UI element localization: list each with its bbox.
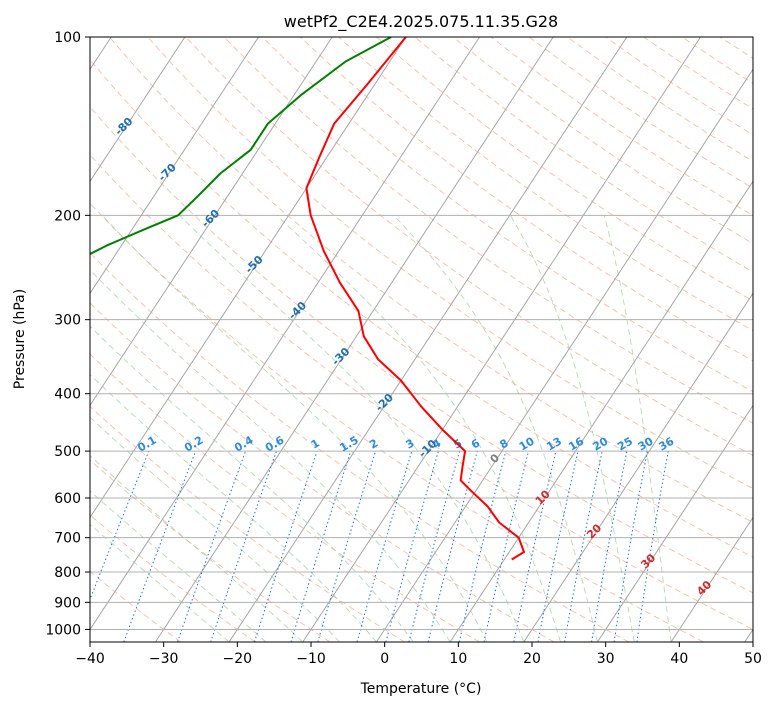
x-tick-label: 10: [449, 651, 467, 667]
dry-adiabat: [376, 37, 753, 302]
x-tick-label: 50: [744, 651, 762, 667]
y-tick-label: 200: [54, 208, 81, 224]
y-tick-label: 1000: [45, 622, 81, 638]
y-axis-title: Pressure (hPa): [12, 289, 28, 389]
isotherm-line: [449, 180, 753, 642]
dewpoint-profile-line: [90, 37, 392, 256]
moist-adiabat: [101, 214, 488, 642]
isotherm-line: [302, 37, 701, 642]
y-tick-label: 400: [54, 387, 81, 403]
y-tick-label: 100: [54, 30, 81, 46]
moist-adiabat: [90, 490, 267, 642]
moist-adiabat: [90, 455, 304, 642]
isotherm-line: [228, 37, 628, 642]
dry-adiabat: [147, 37, 753, 490]
x-tick-label: −20: [223, 651, 253, 667]
moist-adiabat: [90, 416, 340, 642]
isotherm-line: [596, 404, 753, 642]
x-axis-title: Temperature (°C): [360, 681, 482, 697]
moist-adiabat: [179, 214, 525, 642]
moist-adiabat: [510, 215, 635, 642]
moist-adiabat: [90, 325, 414, 642]
isotherm-line: [375, 68, 753, 642]
dry-adiabat: [185, 37, 753, 457]
isotherm-line: [90, 37, 480, 631]
moist-adiabat: [90, 374, 377, 642]
y-tick-label: 700: [54, 531, 81, 547]
x-tick-label: 30: [597, 651, 615, 667]
pressure-gridlines: [90, 37, 753, 630]
y-tick-label: 300: [54, 313, 81, 329]
isotherm-line: [90, 37, 333, 407]
isotherm-line: [670, 516, 753, 642]
dry-adiabat: [90, 514, 256, 642]
y-tick-label: 500: [54, 444, 81, 460]
dry-adiabat: [90, 59, 753, 558]
x-tick-label: 40: [670, 651, 688, 667]
temperature-profile-line: [305, 37, 525, 561]
x-tick-label: −30: [149, 651, 179, 667]
x-tick-label: −10: [296, 651, 326, 667]
y-axis-ticks: 100 200 300 400 500 600 700 800 900 1000: [45, 30, 90, 638]
isotherm-line: [90, 37, 407, 519]
x-tick-label: −40: [75, 651, 105, 667]
x-tick-label: 20: [523, 651, 541, 667]
y-tick-label: 600: [54, 491, 81, 507]
x-tick-label: 0: [380, 651, 389, 667]
isotherm-line: [523, 292, 753, 642]
y-tick-label: 900: [54, 595, 81, 611]
dry-adiabat: [109, 37, 753, 523]
moist-adiabat: [603, 215, 672, 642]
profile-series: [90, 37, 525, 561]
dry-adiabat: [299, 37, 753, 362]
x-axis-ticks: −40 −30 −20 −10 0 10 20 30 40 50: [75, 642, 762, 667]
moist-adiabat: [90, 269, 451, 642]
y-tick-label: 800: [54, 565, 81, 581]
plot-frame: [89, 36, 754, 643]
dry-adiabat: [90, 106, 753, 594]
dry-adiabat: [90, 302, 555, 642]
chart-title: wetPf2_C2E4.2025.075.11.35.G28: [284, 12, 558, 32]
isotherm-line: [90, 37, 259, 295]
isotherm-line: [154, 37, 554, 642]
dry-adiabat: [223, 37, 753, 424]
dry-adiabat: [90, 353, 480, 642]
isotherm-line: [90, 37, 186, 183]
dry-adiabat: [90, 154, 753, 630]
dry-adiabat: [338, 37, 753, 332]
moist-adiabat: [276, 214, 562, 642]
